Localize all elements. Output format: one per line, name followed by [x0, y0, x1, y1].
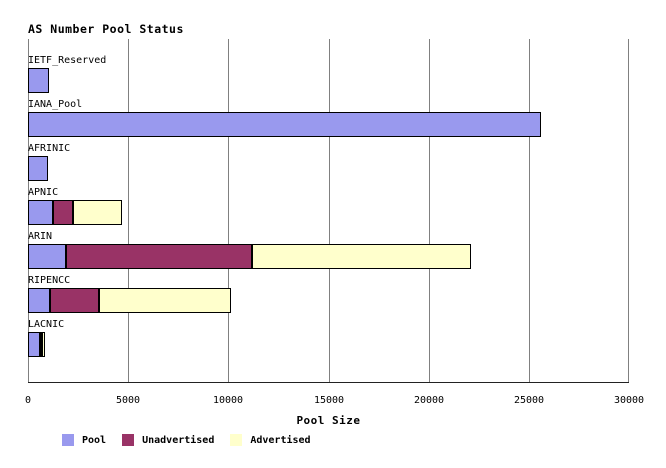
bar-segment-unadvertised [40, 332, 42, 357]
plot-area: IETF_Reserved IANA_Pool AFRINIC APNIC ARIN RI… [28, 39, 629, 383]
stacked-bar [28, 200, 122, 225]
category-row: ARIN [28, 231, 471, 269]
x-axis-ticks: 0 5000 10000 15000 20000 25000 30000 [24, 395, 644, 408]
legend-label: Advertised [250, 434, 311, 446]
x-axis-line [28, 382, 629, 383]
tick-label: 15000 [313, 395, 345, 406]
legend-label: Pool [82, 434, 107, 446]
bar-segment-pool [28, 156, 48, 181]
legend-swatch-advertised [230, 434, 243, 446]
gridline [529, 39, 530, 382]
legend-item: Advertised [230, 434, 311, 446]
tick-label: 0 [24, 395, 32, 406]
category-label: RIPENCC [28, 275, 71, 286]
legend-item: Pool [62, 434, 106, 446]
gridline [228, 39, 229, 382]
category-row: APNIC [28, 187, 122, 225]
chart-title: AS Number Pool Status [28, 22, 184, 36]
tick-label: 10000 [212, 395, 244, 406]
category-label: IANA_Pool [28, 99, 83, 110]
gridline [429, 39, 430, 382]
bar-segment-pool [28, 288, 50, 313]
stacked-bar [28, 112, 541, 137]
category-label: ARIN [28, 231, 53, 242]
legend: Pool Unadvertised Advertised [62, 434, 327, 446]
gridline [128, 39, 129, 382]
legend-item: Unadvertised [122, 434, 214, 446]
tick-label: 20000 [413, 395, 445, 406]
gridline [628, 39, 629, 382]
bar-segment-advertised [73, 200, 122, 225]
tick-label: 5000 [115, 395, 141, 406]
category-label: APNIC [28, 187, 59, 198]
legend-label: Unadvertised [142, 434, 215, 446]
category-row: IETF_Reserved [28, 55, 106, 93]
x-axis-label: Pool Size [296, 414, 361, 427]
bar-segment-pool [28, 244, 66, 269]
bar-segment-pool [28, 200, 53, 225]
category-row: LACNIC [28, 319, 64, 357]
bar-segment-advertised [42, 332, 45, 357]
legend-swatch-unadvertised [122, 434, 135, 446]
tick-label: 25000 [513, 395, 545, 406]
bar-segment-pool [28, 112, 541, 137]
bar-segment-unadvertised [50, 288, 99, 313]
stacked-bar [28, 244, 471, 269]
gridline [329, 39, 330, 382]
category-label: LACNIC [28, 319, 65, 330]
bar-segment-unadvertised [66, 244, 252, 269]
category-row: IANA_Pool [28, 99, 541, 137]
stacked-bar [28, 68, 106, 93]
tick-label: 30000 [613, 395, 645, 406]
category-row: AFRINIC [28, 143, 70, 181]
bar-segment-unadvertised [53, 200, 73, 225]
bar-segment-pool [28, 332, 40, 357]
category-row: RIPENCC [28, 275, 231, 313]
category-label: AFRINIC [28, 143, 71, 154]
stacked-bar [28, 288, 231, 313]
bar-segment-advertised [252, 244, 471, 269]
stacked-bar [28, 156, 70, 181]
bar-segment-advertised [99, 288, 231, 313]
stacked-bar [28, 332, 64, 357]
category-label: IETF_Reserved [28, 55, 107, 66]
legend-swatch-pool [62, 434, 74, 446]
bar-segment-pool [28, 68, 49, 93]
